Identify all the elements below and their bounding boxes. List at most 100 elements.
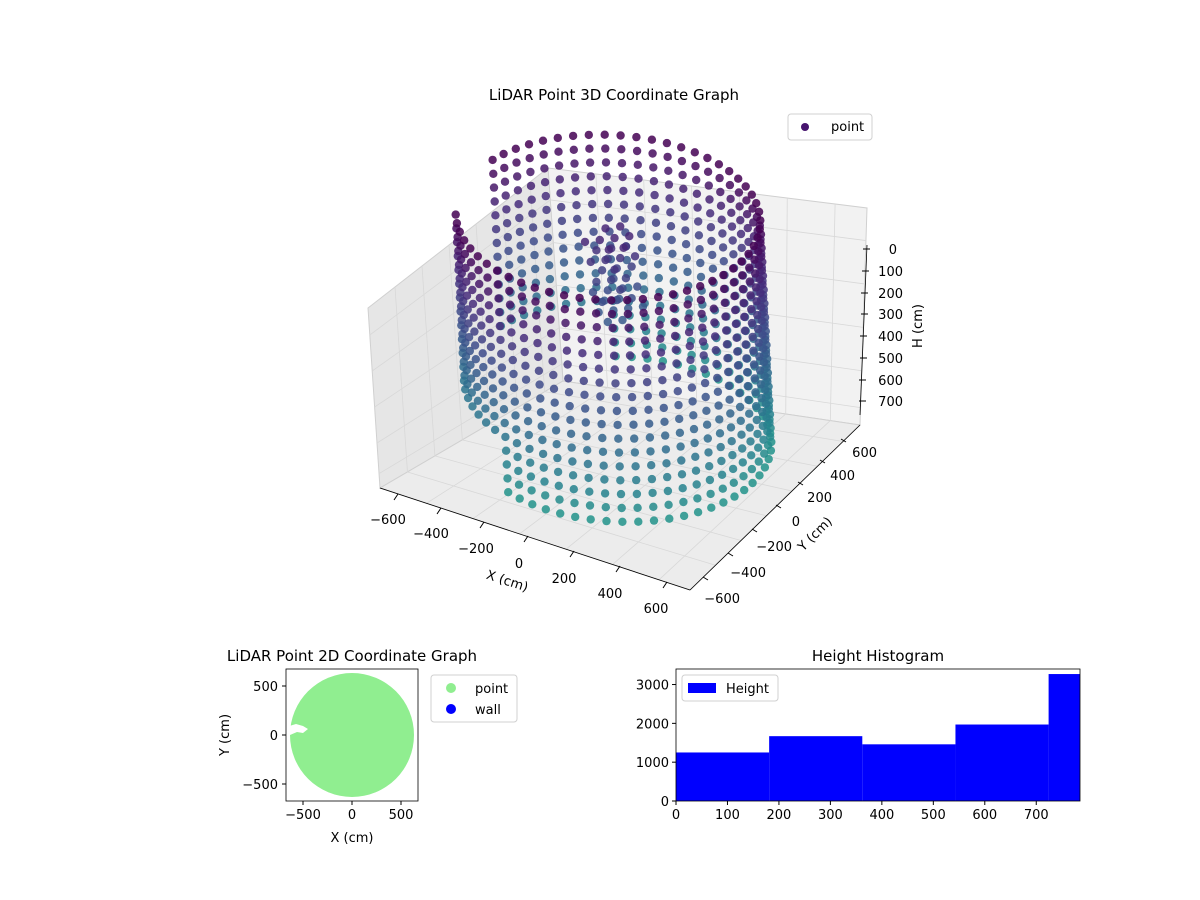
point-3d <box>650 190 659 200</box>
point-3d <box>568 471 578 480</box>
point-3d <box>679 198 689 207</box>
point-3d <box>490 425 500 435</box>
point-3d <box>503 232 512 242</box>
point-3d <box>693 203 702 212</box>
point-3d <box>657 362 666 371</box>
point-3d <box>677 156 687 166</box>
point-3d <box>670 331 680 341</box>
point-3d <box>638 294 648 304</box>
point-3d <box>615 462 624 471</box>
point-3d <box>732 333 741 342</box>
point-3d <box>747 451 756 460</box>
point-3d <box>744 249 753 259</box>
point-3d <box>460 236 469 245</box>
point-3d <box>526 458 535 467</box>
point-3d <box>708 250 717 260</box>
point-3d <box>515 227 525 237</box>
point-3d <box>587 186 596 195</box>
point-3d <box>511 411 520 420</box>
point-3d <box>560 272 569 281</box>
point-3d <box>719 270 728 280</box>
point-3d <box>607 309 617 319</box>
point-3d <box>466 374 476 383</box>
point-3d <box>527 486 536 495</box>
point-3d <box>514 480 524 489</box>
point-3d <box>502 205 511 214</box>
point-3d <box>754 443 763 452</box>
x-tick-label: 400 <box>598 587 623 602</box>
point-3d <box>751 388 760 397</box>
point-3d <box>738 284 748 294</box>
point-3d <box>601 255 610 265</box>
point-3d <box>729 478 738 487</box>
point-3d <box>698 323 707 332</box>
point-3d <box>604 213 613 222</box>
point-3d <box>758 421 767 431</box>
point-3d <box>706 223 716 232</box>
point-3d <box>455 227 464 236</box>
point-3d <box>728 236 737 245</box>
point-3d <box>705 475 715 485</box>
point-3d <box>753 310 762 320</box>
point-3d <box>546 315 555 324</box>
point-3d <box>730 292 739 301</box>
point-3d <box>760 449 769 458</box>
point-3d <box>714 160 724 169</box>
point-3d <box>736 229 746 239</box>
point-3d <box>635 188 644 197</box>
point-3d <box>600 130 609 139</box>
point-3d <box>452 219 462 228</box>
point-3d <box>558 230 567 239</box>
point-3d <box>750 374 759 383</box>
y-tick-label: 600 <box>852 446 877 461</box>
point-3d <box>733 361 743 370</box>
point-3d <box>499 405 509 414</box>
point-3d <box>603 199 613 209</box>
point-3d <box>569 145 578 154</box>
point-3d <box>728 464 738 474</box>
point-3d <box>567 443 576 452</box>
point-3d <box>576 321 586 330</box>
point-3d <box>614 434 623 443</box>
y-tick-label-2d: 500 <box>253 680 278 695</box>
point-3d <box>649 502 658 511</box>
histogram-title: Height Histogram <box>812 647 944 665</box>
histogram-y-tick-label: 2000 <box>636 717 669 732</box>
point-3d <box>550 398 559 407</box>
z-ticks-3d: 0 100 200 300 400 500 600 700 <box>859 243 903 410</box>
point-3d <box>503 474 512 483</box>
legend-marker-point <box>446 683 456 693</box>
point-3d <box>678 484 687 493</box>
point-3d <box>705 462 714 471</box>
point-3d <box>575 293 584 303</box>
point-3d <box>601 158 611 167</box>
point-3d <box>631 462 640 471</box>
chart-3d: LiDAR Point 3D Coordinate Graph −600 −40… <box>367 86 926 617</box>
point-3d <box>625 351 635 360</box>
point-3d <box>662 459 671 468</box>
point-3d <box>525 444 534 454</box>
point-3d <box>642 364 651 373</box>
histogram-y-tick-label: 1000 <box>636 756 669 771</box>
plot-area-2d <box>285 668 419 802</box>
point-3d <box>500 163 509 173</box>
point-3d <box>754 338 763 347</box>
point-3d <box>464 319 473 328</box>
point-3d <box>677 143 686 152</box>
point-3d <box>505 286 514 296</box>
point-3d <box>726 194 735 204</box>
z-tick-label: 500 <box>878 352 903 367</box>
point-3d <box>488 384 498 393</box>
point-3d <box>585 144 594 153</box>
point-3d <box>692 480 701 489</box>
point-3d <box>693 494 702 503</box>
point-3d <box>556 189 565 198</box>
point-3d <box>733 347 742 356</box>
point-3d <box>756 216 765 225</box>
point-3d <box>491 225 501 234</box>
point-3d <box>618 315 627 325</box>
point-3d <box>492 266 502 275</box>
point-3d <box>755 224 764 234</box>
point-3d <box>623 309 633 319</box>
point-3d <box>722 326 731 335</box>
